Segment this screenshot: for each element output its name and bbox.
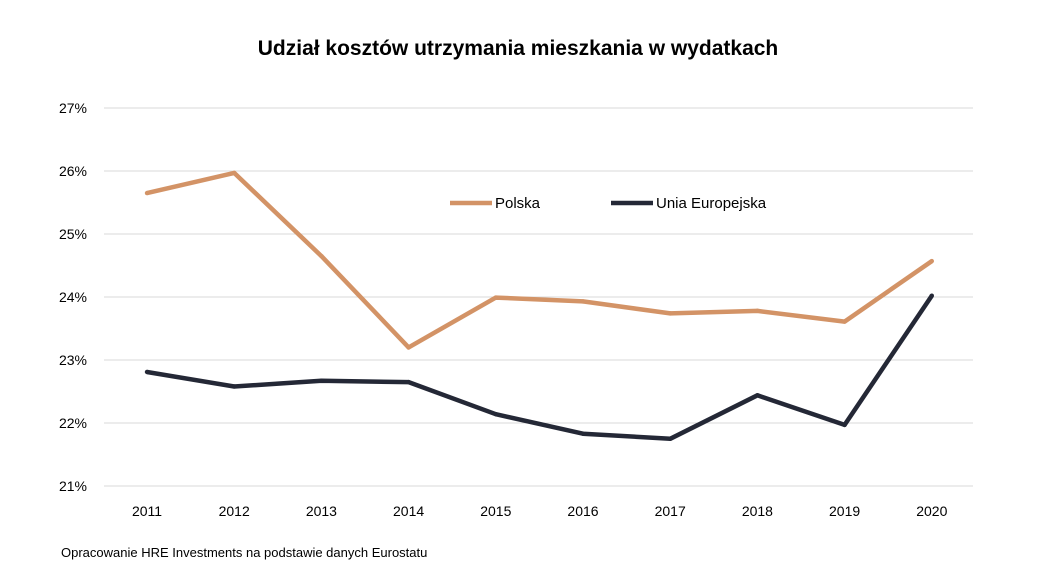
data-point-polska <box>668 311 673 316</box>
data-point-unia-europejska <box>755 393 760 398</box>
data-point-unia-europejska <box>406 379 411 385</box>
x-tick-label: 2011 <box>132 503 162 519</box>
y-axis-ticks: 21% 22% 23% 24% 25% 26% 27% <box>59 100 87 494</box>
x-axis-ticks: 2011 2012 2013 2014 2015 2016 2017 2018 2019 2020 <box>132 503 948 519</box>
data-point-unia-europejska <box>144 369 150 375</box>
x-tick-label: 2019 <box>829 503 860 519</box>
legend: Polska Unia Europejska <box>450 195 767 212</box>
data-point-unia-europejska <box>493 411 498 417</box>
data-point-polska <box>232 170 237 176</box>
legend-label-unia-europejska: Unia Europejska <box>656 195 767 212</box>
data-point-unia-europejska <box>842 422 847 428</box>
data-point-unia-europejska <box>232 384 237 389</box>
legend-label-polska: Polska <box>495 195 541 212</box>
data-point-polska <box>842 319 847 324</box>
series-line-polska <box>146 170 934 350</box>
data-point-polska <box>144 190 150 196</box>
y-tick-label: 26% <box>59 163 87 179</box>
x-tick-label: 2012 <box>219 503 250 519</box>
x-tick-label: 2016 <box>567 503 598 519</box>
data-point-polska <box>929 258 934 264</box>
data-point-polska <box>406 345 411 350</box>
y-tick-label: 21% <box>59 478 87 494</box>
x-tick-label: 2013 <box>306 503 337 519</box>
y-tick-label: 27% <box>59 100 87 116</box>
data-point-unia-europejska <box>319 378 324 383</box>
y-tick-label: 24% <box>59 289 87 305</box>
gridlines <box>104 107 973 487</box>
data-point-unia-europejska <box>668 436 673 441</box>
x-tick-label: 2020 <box>916 503 947 519</box>
data-point-polska <box>755 308 760 314</box>
data-point-unia-europejska <box>580 431 586 436</box>
x-tick-label: 2014 <box>393 503 424 519</box>
series-lines <box>144 170 934 442</box>
source-note: Opracowanie HRE Investments na podstawie… <box>61 545 427 560</box>
data-point-unia-europejska <box>929 293 934 298</box>
series-line-unia-europejska <box>146 294 934 442</box>
x-tick-label: 2018 <box>742 503 773 519</box>
data-point-polska <box>319 253 324 259</box>
y-tick-label: 25% <box>59 226 87 242</box>
x-tick-label: 2015 <box>480 503 511 519</box>
chart-title: Udział kosztów utrzymania mieszkania w w… <box>258 37 779 60</box>
y-tick-label: 23% <box>59 352 87 368</box>
x-tick-label: 2017 <box>655 503 686 519</box>
data-point-polska <box>580 299 586 304</box>
y-tick-label: 22% <box>59 415 87 431</box>
data-point-polska <box>493 295 498 300</box>
